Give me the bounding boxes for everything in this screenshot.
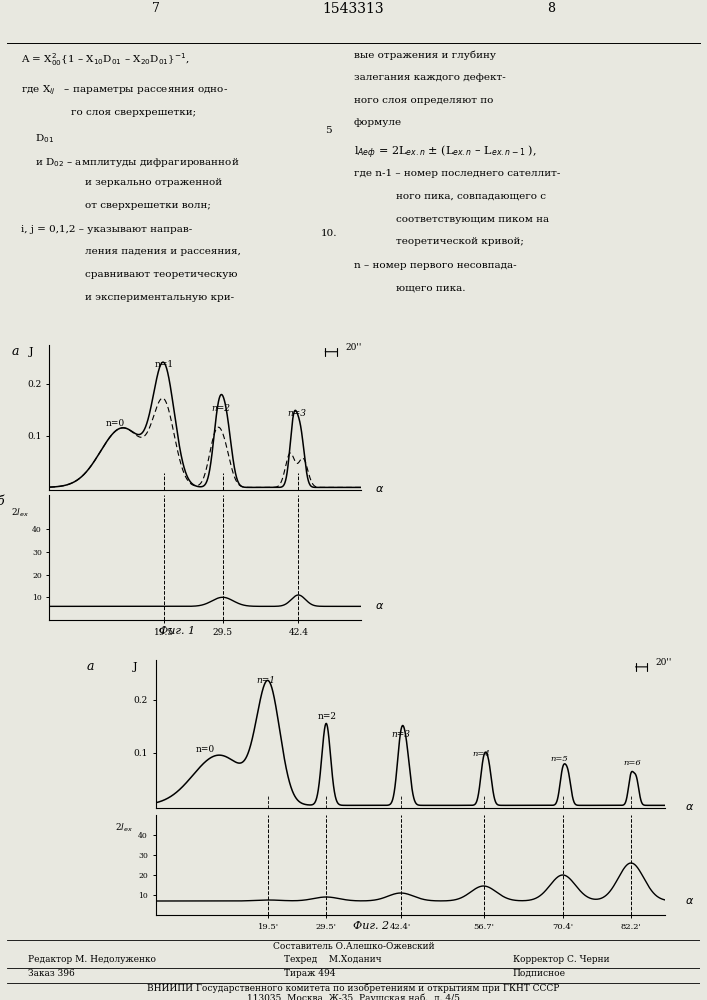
Text: 7: 7 <box>151 2 160 15</box>
Text: Фиг. 2: Фиг. 2 <box>353 921 390 931</box>
Text: ющего пика.: ющего пика. <box>396 284 465 292</box>
Text: ного слоя определяют по: ного слоя определяют по <box>354 96 493 105</box>
Text: 20'': 20'' <box>656 658 672 667</box>
Text: 5: 5 <box>325 126 332 135</box>
Text: n=5: n=5 <box>550 755 568 763</box>
Text: Фиг. 1: Фиг. 1 <box>158 626 195 637</box>
Text: $\alpha$: $\alpha$ <box>375 484 385 494</box>
Text: Редактор М. Недолуженко: Редактор М. Недолуженко <box>28 955 156 964</box>
Text: n=1: n=1 <box>155 360 174 369</box>
Y-axis label: J: J <box>28 347 33 357</box>
Text: a: a <box>11 345 19 358</box>
Text: от сверхрешетки волн;: от сверхрешетки волн; <box>85 201 211 210</box>
Text: n=4: n=4 <box>472 750 490 758</box>
Text: формуле: формуле <box>354 118 402 127</box>
Text: 70.4': 70.4' <box>552 817 573 825</box>
Text: го слоя сверхрешетки;: го слоя сверхрешетки; <box>71 108 196 117</box>
Text: соответствующим пиком на: соответствующим пиком на <box>396 215 549 224</box>
Text: 113035, Москва, Ж-35, Раушская наб., д. 4/5: 113035, Москва, Ж-35, Раушская наб., д. … <box>247 994 460 1000</box>
Text: $\alpha$: $\alpha$ <box>375 601 385 611</box>
Text: n – номер первого несовпада-: n – номер первого несовпада- <box>354 261 516 270</box>
Text: вые отражения и глубину: вые отражения и глубину <box>354 51 496 60</box>
Text: 2$l_{ex}$: 2$l_{ex}$ <box>11 506 29 519</box>
Text: l$_{Аеф}$ = 2L$_{ex.n}$ ± (L$_{ex.n}$ – L$_{ex. n-1}$ ),: l$_{Аеф}$ = 2L$_{ex.n}$ ± (L$_{ex.n}$ – … <box>354 144 536 161</box>
Text: теоретической кривой;: теоретической кривой; <box>396 237 524 246</box>
Text: Заказ 396: Заказ 396 <box>28 969 75 978</box>
Text: 20'': 20'' <box>346 343 362 352</box>
Text: A = X$^2_{00}${1 – X$_{10}$D$_{01}$ – X$_{20}$D$_{01}$}$^{-1}$,: A = X$^2_{00}${1 – X$_{10}$D$_{01}$ – X$… <box>21 51 189 68</box>
Text: где X$_{ij}$   – параметры рассеяния одно-: где X$_{ij}$ – параметры рассеяния одно- <box>21 84 228 97</box>
Text: D$_{01}$: D$_{01}$ <box>35 132 54 145</box>
Text: n=1: n=1 <box>257 676 276 685</box>
Text: Составитель О.Алешко-Ожевский: Составитель О.Алешко-Ожевский <box>273 942 434 951</box>
Text: и D$_{02}$ – амплитуды дифрагированной: и D$_{02}$ – амплитуды дифрагированной <box>35 156 240 169</box>
Text: 1543313: 1543313 <box>322 2 385 16</box>
Text: n=0: n=0 <box>196 746 215 755</box>
Text: ВНИИПИ Государственного комитета по изобретениям и открытиям при ГКНТ СССР: ВНИИПИ Государственного комитета по изоб… <box>147 984 560 993</box>
Text: Подписное: Подписное <box>513 969 566 978</box>
Text: 8: 8 <box>547 2 556 15</box>
Text: ного пика, совпадающего с: ного пика, совпадающего с <box>396 192 546 201</box>
Text: i, j = 0,1,2 – указывают направ-: i, j = 0,1,2 – указывают направ- <box>21 225 192 234</box>
Text: и экспериментальную кри-: и экспериментальную кри- <box>85 292 234 302</box>
Text: $\alpha$: $\alpha$ <box>685 802 694 812</box>
Text: a: a <box>86 660 93 673</box>
Text: Корректор С. Черни: Корректор С. Черни <box>513 955 609 964</box>
Text: 42.4': 42.4' <box>390 817 411 825</box>
Text: n=3: n=3 <box>392 730 411 739</box>
Text: сравнивают теоретическую: сравнивают теоретическую <box>85 270 238 279</box>
Text: n=2: n=2 <box>317 712 337 721</box>
Y-axis label: J: J <box>133 662 137 672</box>
Text: 82.2': 82.2' <box>621 817 641 825</box>
Text: 10.: 10. <box>320 230 337 238</box>
Text: 19.5': 19.5' <box>258 817 279 825</box>
Text: n=3: n=3 <box>287 409 306 418</box>
Text: ления падения и рассеяния,: ления падения и рассеяния, <box>85 247 240 256</box>
Text: $\alpha$: $\alpha$ <box>685 896 694 906</box>
Text: залегания каждого дефект-: залегания каждого дефект- <box>354 73 506 82</box>
Text: n=0: n=0 <box>105 419 124 428</box>
Text: 29.5': 29.5' <box>316 817 337 825</box>
Text: n=6: n=6 <box>623 759 641 767</box>
Text: б: б <box>0 495 4 508</box>
Text: и зеркально отраженной: и зеркально отраженной <box>85 178 222 187</box>
Text: n=2: n=2 <box>211 404 230 413</box>
Text: Тираж 494: Тираж 494 <box>284 969 336 978</box>
Text: Техред    М.Ходанич: Техред М.Ходанич <box>284 955 382 964</box>
Text: где n-1 – номер последнего сателлит-: где n-1 – номер последнего сателлит- <box>354 169 560 178</box>
Text: 2$l_{ex}$: 2$l_{ex}$ <box>115 821 133 834</box>
Text: 56.7': 56.7' <box>473 817 494 825</box>
